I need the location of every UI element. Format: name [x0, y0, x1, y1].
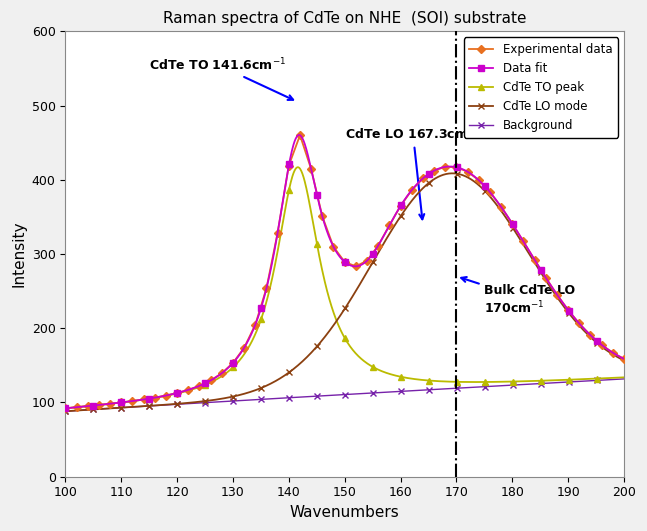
Data fit	[118, 399, 126, 406]
Experimental data	[620, 356, 628, 362]
CdTe TO peak	[620, 374, 628, 381]
Experimental data	[609, 349, 617, 356]
Legend: Experimental data, Data fit, CdTe TO peak, CdTe LO mode, Background: Experimental data, Data fit, CdTe TO pea…	[463, 37, 618, 138]
Text: Bulk CdTe LO
170cm$^{-1}$: Bulk CdTe LO 170cm$^{-1}$	[461, 277, 575, 316]
Background	[445, 386, 453, 392]
CdTe LO mode	[61, 408, 69, 415]
Text: CdTe TO 141.6cm$^{-1}$: CdTe TO 141.6cm$^{-1}$	[149, 56, 293, 100]
CdTe LO mode	[118, 405, 126, 411]
Data fit	[287, 150, 295, 157]
Data fit	[446, 164, 454, 170]
Background	[507, 382, 515, 388]
Experimental data	[184, 387, 192, 393]
Line: CdTe LO mode: CdTe LO mode	[63, 170, 627, 414]
CdTe TO peak	[118, 399, 126, 406]
Line: Experimental data: Experimental data	[63, 132, 627, 411]
Experimental data	[229, 359, 237, 366]
CdTe TO peak	[294, 164, 302, 170]
Background	[497, 382, 505, 389]
Experimental data	[240, 345, 248, 351]
Title: Raman spectra of CdTe on NHE  (SOI) substrate: Raman spectra of CdTe on NHE (SOI) subst…	[163, 11, 527, 26]
Data fit	[498, 204, 505, 211]
CdTe LO mode	[287, 367, 295, 374]
CdTe TO peak	[287, 177, 295, 184]
Data fit	[620, 356, 628, 362]
Background	[307, 393, 315, 400]
Line: Background: Background	[63, 376, 627, 414]
Experimental data	[475, 177, 483, 183]
Experimental data	[61, 405, 69, 412]
Background	[620, 376, 628, 382]
CdTe LO mode	[448, 170, 456, 176]
CdTe TO peak	[508, 379, 516, 385]
CdTe TO peak	[308, 213, 316, 220]
X-axis label: Wavenumbers: Wavenumbers	[290, 505, 400, 520]
Experimental data	[441, 164, 449, 170]
Text: CdTe LO 167.3cm$^{-1}$: CdTe LO 167.3cm$^{-1}$	[345, 125, 481, 219]
CdTe LO mode	[445, 170, 453, 177]
Data fit	[295, 132, 303, 138]
Line: CdTe TO peak: CdTe TO peak	[62, 164, 628, 412]
CdTe LO mode	[498, 208, 505, 215]
Background	[287, 395, 295, 401]
CdTe TO peak	[61, 405, 69, 412]
CdTe TO peak	[498, 379, 505, 385]
Background	[61, 408, 69, 415]
CdTe TO peak	[446, 379, 454, 385]
Background	[118, 405, 126, 411]
CdTe LO mode	[307, 349, 315, 356]
Experimental data	[296, 132, 304, 139]
CdTe LO mode	[508, 223, 516, 229]
Y-axis label: Intensity: Intensity	[11, 221, 26, 287]
Data fit	[308, 169, 316, 176]
Line: Data fit: Data fit	[62, 132, 628, 412]
Data fit	[61, 405, 69, 412]
Data fit	[508, 219, 516, 226]
CdTe LO mode	[620, 357, 628, 364]
